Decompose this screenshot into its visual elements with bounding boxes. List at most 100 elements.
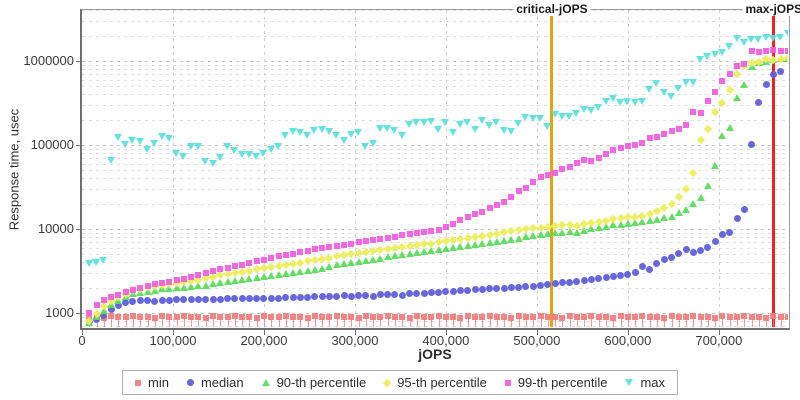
x-tick-label: 400,000	[422, 333, 470, 348]
data-point-marker	[595, 274, 603, 282]
data-point-marker	[616, 99, 625, 107]
min-stem	[693, 315, 695, 327]
data-point-marker	[674, 84, 683, 92]
data-point-marker	[362, 238, 369, 245]
data-point-marker	[253, 314, 260, 321]
data-point-marker	[544, 171, 551, 178]
data-point-marker	[617, 271, 625, 279]
data-point-marker	[368, 140, 377, 148]
min-stem	[256, 317, 258, 327]
data-point-marker	[521, 233, 530, 241]
min-stem	[766, 317, 768, 327]
data-point-marker	[195, 313, 202, 320]
data-point-marker	[543, 230, 552, 238]
data-point-marker	[675, 126, 682, 132]
data-point-marker	[420, 289, 428, 297]
data-point-marker	[530, 179, 537, 186]
data-point-marker	[638, 218, 647, 226]
min-stem	[504, 316, 506, 327]
min-stem	[489, 315, 491, 327]
data-point-marker	[755, 49, 762, 55]
data-point-marker	[282, 294, 290, 302]
data-point-marker	[405, 121, 414, 129]
data-point-marker	[485, 122, 494, 130]
circle-icon	[186, 379, 194, 386]
data-point-marker	[674, 192, 684, 202]
data-point-marker	[179, 283, 188, 291]
data-point-marker	[267, 294, 275, 302]
min-stem	[627, 317, 629, 327]
gridline-y	[82, 287, 788, 289]
data-point-marker	[448, 129, 457, 137]
data-point-marker	[224, 264, 231, 271]
legend-label: 90-th percentile	[276, 375, 367, 390]
x-tick-label: 700,000	[695, 333, 743, 348]
data-point-marker	[668, 253, 676, 261]
data-point-marker	[718, 132, 727, 140]
data-point-marker	[558, 228, 567, 236]
data-point-marker	[763, 314, 770, 321]
min-stem	[111, 316, 113, 327]
data-point-marker	[252, 152, 261, 160]
data-point-marker	[195, 271, 202, 278]
data-point-marker	[777, 48, 784, 55]
y-tick-label: 1000	[45, 304, 74, 320]
data-point-marker	[463, 242, 472, 250]
data-point-marker	[455, 121, 464, 129]
data-point-marker	[675, 314, 682, 321]
min-stem	[394, 317, 396, 327]
gridline-y	[82, 20, 788, 22]
data-point-marker	[361, 257, 370, 265]
min-stem	[271, 317, 273, 327]
data-point-marker	[100, 311, 108, 319]
data-point-marker	[340, 259, 349, 267]
data-point-marker	[180, 296, 188, 304]
data-point-marker	[608, 94, 617, 102]
data-point-marker	[108, 293, 115, 300]
gridline-y	[82, 153, 788, 155]
min-stem	[424, 317, 426, 327]
data-point-marker	[639, 139, 646, 146]
data-point-marker	[246, 260, 253, 267]
data-point-marker	[86, 309, 93, 316]
min-stem	[773, 316, 775, 327]
min-stem	[227, 316, 229, 327]
data-point-marker	[588, 157, 595, 164]
y-tick-label: 10000	[37, 220, 74, 236]
data-point-marker	[180, 312, 187, 319]
x-axis-title: jOPS	[418, 346, 452, 362]
data-point-marker	[653, 259, 661, 267]
data-point-marker	[631, 268, 639, 276]
data-point-marker	[441, 245, 450, 252]
min-stem	[525, 317, 527, 327]
data-point-marker	[631, 219, 640, 227]
data-point-marker	[238, 295, 246, 303]
data-point-marker	[383, 253, 392, 261]
data-point-marker	[579, 105, 588, 113]
data-point-marker	[507, 235, 516, 243]
data-point-marker	[734, 63, 741, 70]
data-point-marker	[587, 225, 596, 233]
data-point-marker	[712, 88, 719, 95]
data-point-marker	[341, 314, 348, 321]
legend-label: 95-th percentile	[397, 375, 487, 390]
data-point-marker	[682, 206, 691, 214]
gridline-x	[172, 10, 174, 327]
min-stem	[591, 315, 593, 327]
data-point-marker	[748, 314, 755, 321]
data-point-marker	[143, 145, 151, 153]
data-point-marker	[201, 281, 210, 289]
data-point-marker	[399, 232, 406, 239]
annotation-line-max	[772, 10, 776, 327]
data-point-marker	[92, 258, 101, 266]
data-point-marker	[630, 99, 639, 107]
data-point-marker	[703, 53, 712, 61]
data-point-marker	[173, 296, 181, 304]
data-point-marker	[159, 313, 166, 320]
data-point-marker	[398, 291, 406, 299]
data-point-marker	[164, 135, 173, 143]
data-point-marker	[457, 314, 464, 321]
data-point-marker	[754, 36, 763, 44]
data-point-marker	[275, 294, 282, 302]
data-point-marker	[172, 284, 181, 292]
